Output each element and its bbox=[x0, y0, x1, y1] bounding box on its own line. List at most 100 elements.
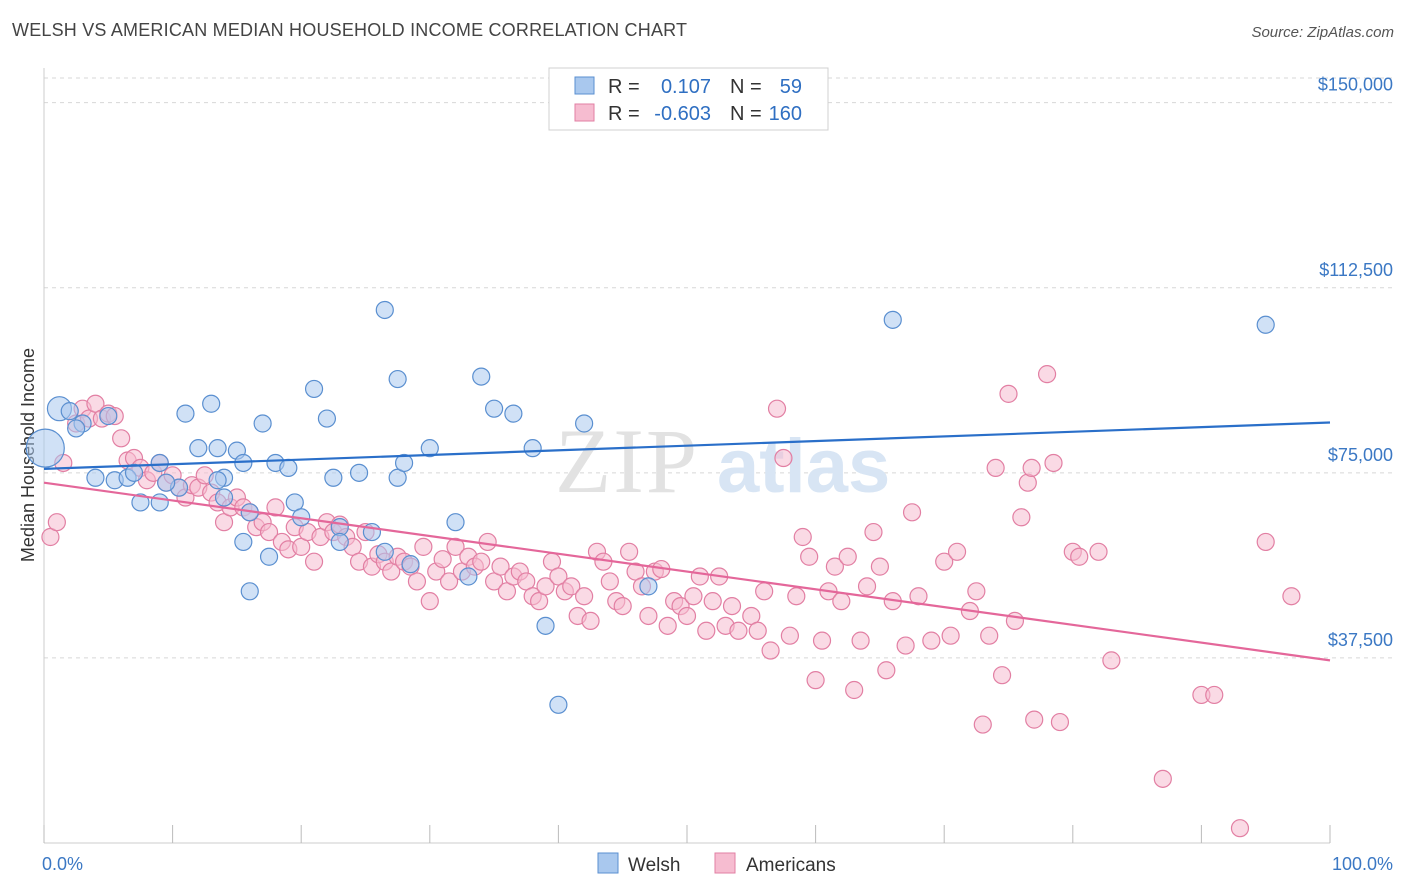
welsh-point bbox=[208, 439, 227, 458]
welsh-point bbox=[60, 402, 79, 421]
americans-point bbox=[613, 596, 632, 616]
americans-point bbox=[112, 429, 131, 448]
welsh-point bbox=[131, 493, 150, 512]
welsh-point bbox=[67, 419, 86, 438]
americans-point bbox=[870, 557, 890, 576]
welsh-point bbox=[639, 577, 658, 596]
americans-point bbox=[967, 582, 986, 601]
welsh-point bbox=[234, 532, 253, 552]
x-tick-start: 0.0% bbox=[42, 854, 83, 874]
americans-point bbox=[1044, 453, 1063, 473]
americans-point bbox=[575, 587, 594, 606]
americans-point bbox=[941, 626, 960, 645]
americans-point bbox=[999, 384, 1018, 403]
legend-n-value-americans: 160 bbox=[769, 103, 802, 125]
legend-r-label-welsh: R = bbox=[608, 76, 640, 98]
welsh-point bbox=[317, 409, 337, 428]
americans-point bbox=[690, 567, 709, 586]
americans-point bbox=[478, 532, 497, 552]
welsh-point bbox=[394, 453, 414, 473]
americans-point bbox=[902, 503, 922, 522]
americans-point bbox=[1205, 685, 1224, 705]
welsh-point bbox=[176, 404, 195, 423]
welsh-point bbox=[189, 439, 208, 458]
welsh-point bbox=[202, 394, 221, 413]
welsh-point bbox=[157, 473, 176, 492]
americans-point bbox=[703, 592, 722, 611]
americans-point bbox=[1012, 508, 1031, 527]
americans-point bbox=[947, 542, 967, 561]
americans-point bbox=[1102, 651, 1121, 670]
americans-point bbox=[748, 621, 767, 640]
source-label: Source: ZipAtlas.com bbox=[1251, 24, 1394, 41]
welsh-point bbox=[349, 463, 369, 482]
welsh-point bbox=[472, 367, 491, 386]
americans-point bbox=[980, 626, 999, 645]
y-tick-label: $150,000 bbox=[1318, 75, 1393, 95]
welsh-point bbox=[208, 471, 227, 490]
americans-point bbox=[780, 626, 799, 645]
legend-r-value-welsh: 0.107 bbox=[661, 76, 711, 98]
americans-point bbox=[491, 557, 510, 576]
chart-title: WELSH VS AMERICAN MEDIAN HOUSEHOLD INCOM… bbox=[12, 20, 688, 40]
welsh-point bbox=[575, 414, 594, 433]
americans-point bbox=[581, 611, 600, 631]
welsh-point bbox=[86, 468, 105, 487]
legend-n-value-welsh: 59 bbox=[780, 76, 802, 98]
americans-point bbox=[992, 666, 1012, 685]
bottom-legend-welsh: Welsh bbox=[628, 855, 680, 876]
welsh-point bbox=[388, 369, 407, 389]
americans-point bbox=[677, 606, 697, 626]
correlation-legend: R = 0.107 N = 59 R = -0.603 N = 160 bbox=[548, 67, 829, 131]
welsh-point bbox=[420, 439, 439, 458]
americans-point bbox=[729, 621, 748, 640]
americans-point bbox=[838, 547, 857, 566]
y-tick-label: $37,500 bbox=[1328, 630, 1393, 650]
americans-point bbox=[47, 513, 66, 532]
welsh-point bbox=[99, 406, 118, 426]
welsh-point bbox=[25, 428, 65, 468]
americans-point bbox=[832, 592, 851, 611]
americans-point bbox=[536, 577, 555, 596]
americans-point bbox=[446, 537, 465, 556]
americans-point bbox=[1050, 712, 1070, 732]
americans-point bbox=[1089, 542, 1108, 561]
americans-point bbox=[845, 680, 864, 700]
americans-point bbox=[420, 592, 439, 611]
americans-point bbox=[793, 527, 812, 547]
americans-point bbox=[600, 572, 619, 591]
americans-point bbox=[864, 522, 883, 542]
americans-point bbox=[800, 547, 819, 566]
welsh-point bbox=[536, 616, 555, 635]
americans-point bbox=[722, 596, 742, 616]
americans-point bbox=[755, 582, 774, 601]
americans-point bbox=[439, 572, 459, 591]
legend-swatch-welsh bbox=[574, 76, 595, 95]
americans-point bbox=[266, 498, 285, 517]
welsh-point bbox=[1256, 315, 1275, 334]
welsh-point bbox=[504, 404, 523, 423]
welsh-point bbox=[459, 567, 478, 586]
trend-lines bbox=[43, 421, 1331, 662]
americans-point bbox=[1256, 532, 1275, 552]
welsh-points bbox=[25, 300, 1275, 714]
watermark-atlas: atlas bbox=[717, 424, 890, 509]
americans-point bbox=[259, 522, 279, 542]
americans-point bbox=[787, 587, 806, 606]
americans-point bbox=[909, 587, 928, 606]
welsh-point bbox=[375, 300, 394, 320]
americans-point bbox=[1037, 365, 1057, 384]
welsh-point bbox=[214, 488, 234, 507]
americans-point bbox=[774, 448, 793, 468]
americans-point bbox=[1018, 473, 1037, 492]
bottom-legend-swatch-americans bbox=[714, 852, 736, 874]
welsh-point bbox=[549, 695, 568, 714]
americans-point bbox=[658, 616, 677, 635]
americans-point bbox=[825, 557, 844, 576]
americans-point bbox=[806, 671, 825, 690]
legend-r-value-americans: -0.603 bbox=[654, 103, 711, 125]
series-legend: Welsh Americans bbox=[597, 852, 836, 876]
americans-point bbox=[973, 715, 992, 734]
legend-r-label-americans: R = bbox=[608, 103, 640, 125]
